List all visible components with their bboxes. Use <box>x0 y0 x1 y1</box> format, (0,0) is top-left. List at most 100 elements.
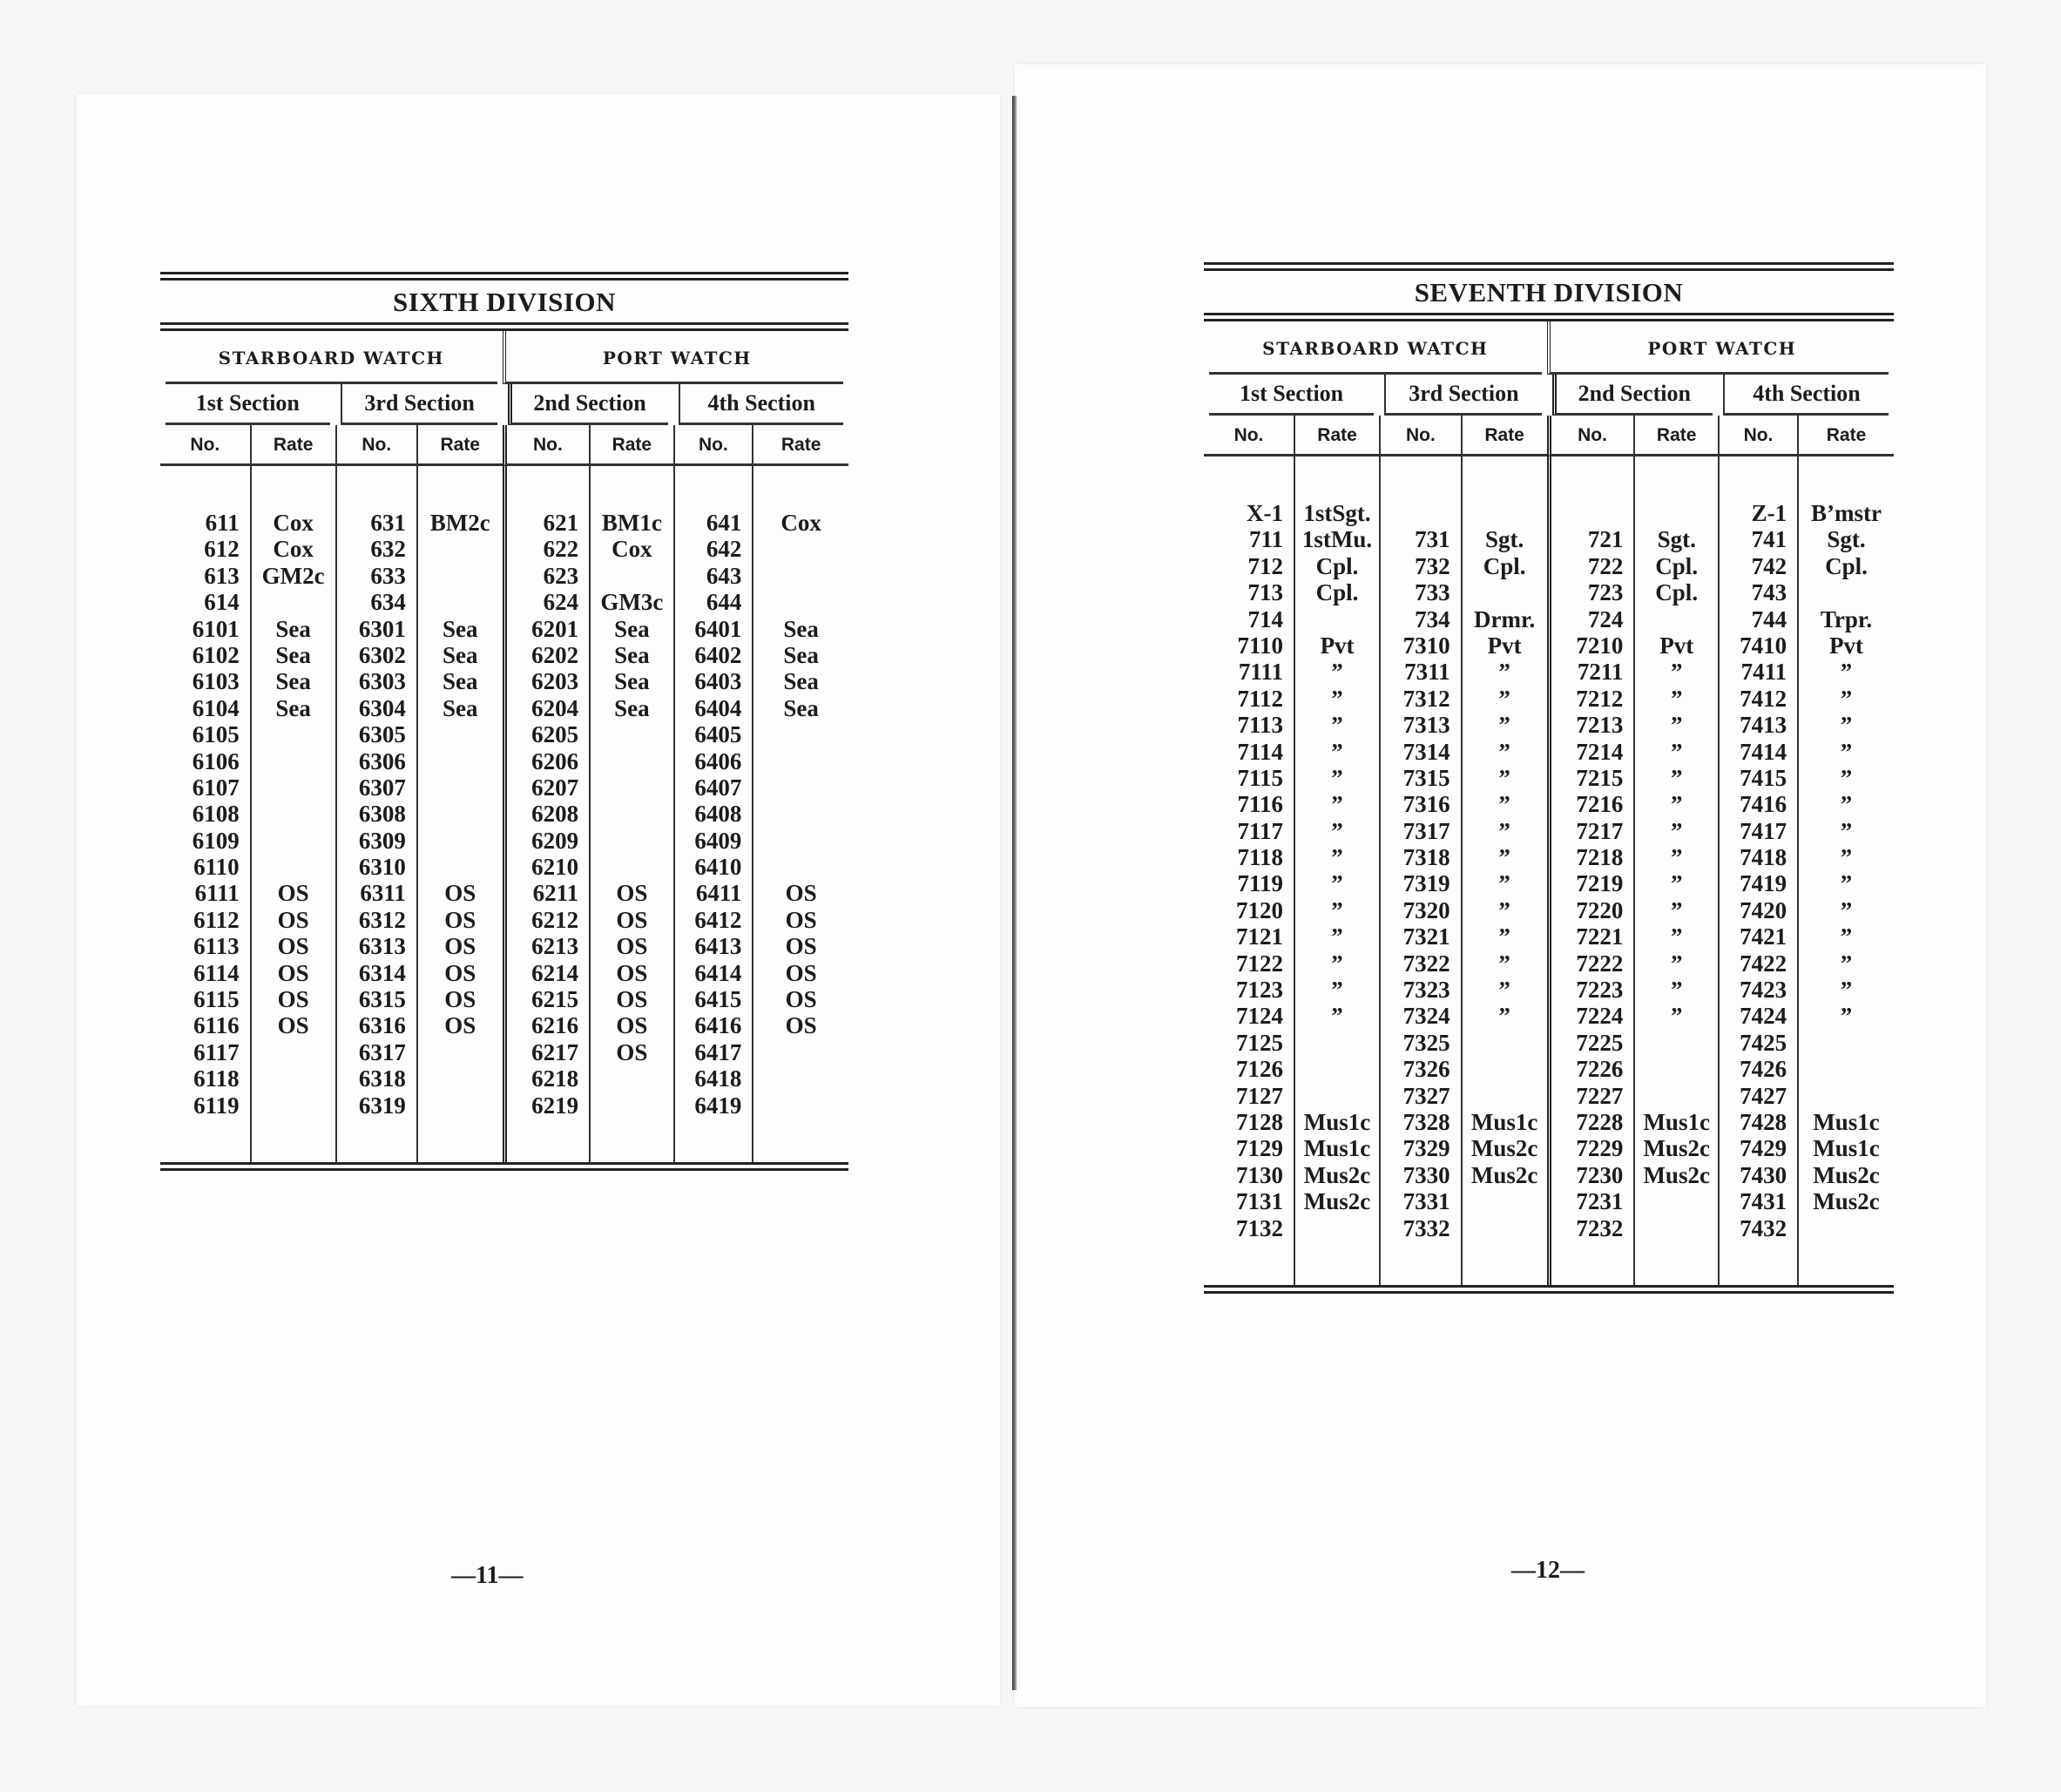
roster-number: 7324 <box>1379 1003 1460 1030</box>
cell-spacer <box>416 1118 503 1162</box>
roster-rate: Mus2c <box>1460 1135 1547 1162</box>
roster-rate <box>416 854 503 881</box>
roster-rate: Sea <box>416 641 503 669</box>
roster-number: 7328 <box>1379 1108 1460 1136</box>
roster-rate <box>752 854 848 881</box>
roster-number: 6413 <box>672 933 753 960</box>
roster-rate: Cox <box>249 536 335 563</box>
roster-number: 6219 <box>502 1092 590 1119</box>
column-header-no: No. <box>160 425 250 466</box>
column-header-rate: Rate <box>416 425 503 466</box>
roster-rate <box>416 721 503 748</box>
roster-rate: OS <box>416 933 503 960</box>
roster-number: 7417 <box>1718 817 1797 845</box>
roster-rate: ” <box>1633 1003 1718 1030</box>
roster-number: 711 <box>1248 526 1283 553</box>
cell-spacer <box>502 466 590 510</box>
roster-rate: ” <box>1460 659 1547 686</box>
roster-number: 7412 <box>1718 685 1797 713</box>
roster-number: 7424 <box>1718 1003 1797 1030</box>
roster-number: 6215 <box>502 986 590 1013</box>
roster-rate: ” <box>1293 791 1379 818</box>
cell-spacer <box>1460 1241 1547 1285</box>
roster-rate: ” <box>1633 817 1718 845</box>
roster-number: 7128 <box>1235 1108 1283 1135</box>
roster-rate: ” <box>1460 738 1547 765</box>
page-number-left: —11— <box>451 1562 524 1589</box>
roster-number: 7325 <box>1379 1029 1460 1057</box>
roster-rate: ” <box>1293 738 1379 765</box>
roster-rate <box>249 774 335 801</box>
roster-number: 7311 <box>1379 659 1460 686</box>
roster-number: 614 <box>204 589 240 616</box>
roster-rate: Pvt <box>1633 632 1718 659</box>
roster-rate: Mus2c <box>1633 1161 1718 1189</box>
roster-rate: OS <box>589 880 672 907</box>
roster-rate: Mus1c <box>1797 1108 1894 1136</box>
roster-rate <box>1633 605 1718 632</box>
roster-number: 6414 <box>672 959 753 987</box>
roster-number: 7327 <box>1379 1082 1460 1109</box>
cell-spacer <box>589 1118 672 1162</box>
roster-rate: OS <box>589 933 672 960</box>
roster-rate <box>1460 1029 1547 1057</box>
column-header-rate: Rate <box>1293 416 1380 456</box>
page-12 <box>1015 64 1986 1707</box>
roster-rate: ” <box>1797 712 1894 739</box>
roster-number: 6318 <box>334 1065 416 1092</box>
roster-rate: ” <box>1293 1003 1379 1030</box>
roster-number: Z-1 <box>1718 500 1797 527</box>
roster-rate: Cox <box>752 510 848 537</box>
roster-rate: Sea <box>589 668 672 695</box>
roster-rate: Mus2c <box>1293 1188 1379 1215</box>
roster-rate: OS <box>752 880 848 907</box>
cell-spacer <box>1293 1241 1379 1285</box>
roster-number: 6202 <box>502 641 590 669</box>
roster-number: 6311 <box>334 880 416 907</box>
column-header-rate: Rate <box>249 425 335 466</box>
column-header-no: No. <box>1379 416 1461 456</box>
roster-rate: ” <box>1460 685 1547 713</box>
roster-number: 6205 <box>502 721 590 748</box>
roster-rate: Cpl. <box>1633 552 1718 580</box>
roster-number: 724 <box>1546 605 1634 632</box>
roster-rate: ” <box>1633 844 1718 871</box>
roster-number: 7418 <box>1718 844 1797 871</box>
column-header-no: No. <box>334 425 416 466</box>
roster-rate: Cox <box>249 510 335 537</box>
title-rule <box>1204 313 1894 321</box>
page-11 <box>77 94 1000 1706</box>
roster-number: 6408 <box>672 801 753 828</box>
roster-rate <box>1293 605 1379 632</box>
roster-number: 7212 <box>1546 685 1634 713</box>
roster-number: 6317 <box>334 1038 416 1066</box>
cell-spacer <box>1546 456 1634 500</box>
roster-number: 6416 <box>672 1012 753 1039</box>
roster-rate <box>752 774 848 801</box>
roster-rate <box>752 747 848 774</box>
section-header: 2nd Section <box>1551 375 1713 416</box>
roster-rate: ” <box>1293 764 1379 792</box>
roster-rate: ” <box>1797 685 1894 713</box>
cell-spacer <box>1460 456 1547 500</box>
roster-number: 6102 <box>192 641 240 668</box>
cell-spacer <box>1633 1241 1718 1285</box>
roster-rate <box>1460 500 1547 527</box>
roster-rate: ” <box>1633 764 1718 792</box>
roster-rate: ” <box>1633 791 1718 818</box>
roster-rate: Mus1c <box>1633 1108 1718 1136</box>
cell-spacer <box>752 466 848 510</box>
roster-rate <box>249 827 335 855</box>
cell-spacer <box>672 466 753 510</box>
section-header: 2nd Section <box>507 384 668 425</box>
roster-number: 6313 <box>334 933 416 960</box>
roster-rate <box>752 1065 848 1092</box>
roster-number: 6206 <box>502 747 590 774</box>
roster-rate: Mus1c <box>1797 1135 1894 1162</box>
roster-rate: OS <box>589 959 672 987</box>
roster-number: 7221 <box>1546 923 1634 950</box>
cell-spacer <box>1633 456 1718 500</box>
column-header-no: No. <box>1546 416 1634 456</box>
roster-number: 741 <box>1718 526 1797 553</box>
roster-rate: B’mstr <box>1797 500 1894 527</box>
